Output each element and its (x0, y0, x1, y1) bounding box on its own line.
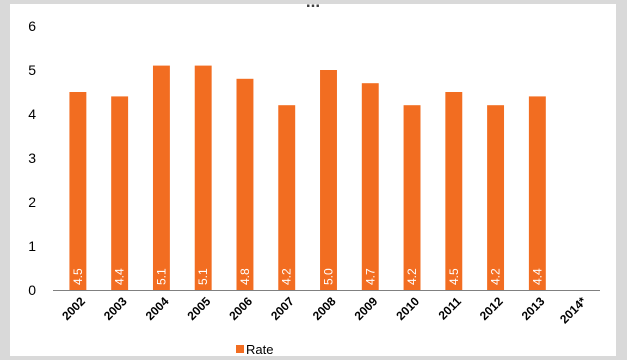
bar-2003 (111, 96, 129, 291)
legend-swatch (236, 345, 244, 353)
x-tick-label: 2009 (352, 294, 381, 323)
legend-label-rate: Rate (246, 342, 273, 356)
bar-2007 (278, 105, 296, 290)
x-tick-label: 2003 (101, 294, 130, 323)
bar-2004 (152, 65, 170, 290)
x-tick-label: 2010 (393, 294, 422, 323)
bar-2005 (194, 65, 212, 290)
data-label: 4.5 (71, 268, 85, 285)
data-label: 5.1 (196, 268, 210, 285)
bar-2002 (69, 92, 87, 290)
x-tick-label: 2013 (519, 294, 548, 323)
bar-2006 (236, 78, 254, 290)
x-axis-ticks: 2002 2003 2004 2005 2006 2007 2008 2009 2010 2011… (59, 294, 589, 326)
y-tick-label: 0 (28, 282, 36, 298)
bar-2009 (361, 83, 379, 290)
x-tick-label: 2004 (143, 294, 172, 323)
bar-2012 (487, 105, 505, 290)
y-tick-label: 5 (28, 62, 36, 78)
data-label: 4.7 (363, 268, 377, 285)
data-label: 5.1 (154, 268, 168, 285)
data-label: 4.2 (405, 268, 419, 285)
y-tick-label: 6 (28, 18, 36, 34)
data-label: 4.4 (530, 268, 544, 285)
x-tick-label: 2008 (310, 294, 339, 323)
data-label: 4.2 (489, 268, 503, 285)
x-tick-label: 2014* (557, 294, 589, 326)
bars (69, 65, 546, 291)
data-label: 4.8 (238, 268, 252, 285)
x-tick-label: 2007 (268, 294, 297, 323)
y-axis-ticks: 0 1 2 3 4 5 6 (28, 18, 36, 298)
chart-title: ... (305, 0, 321, 11)
x-tick-label: 2002 (59, 294, 88, 323)
data-label: 4.2 (280, 268, 294, 285)
y-tick-label: 1 (28, 238, 36, 254)
x-tick-label: 2006 (226, 294, 255, 323)
data-label: 5.0 (322, 268, 336, 285)
y-tick-label: 2 (28, 194, 36, 210)
bar-2008 (320, 70, 337, 290)
x-tick-label: 2005 (185, 294, 214, 323)
bar-2013 (528, 96, 546, 291)
x-tick-label: 2012 (477, 294, 506, 323)
bar-2010 (403, 105, 421, 290)
bar-2011 (445, 92, 463, 290)
legend: Rate (236, 342, 273, 356)
y-tick-label: 4 (28, 106, 36, 122)
data-label: 4.5 (447, 268, 461, 285)
data-labels: 4.5 4.4 5.1 5.1 4.8 4.2 5.0 4.7 4.2 4.5 4.2 4.4 (71, 268, 544, 285)
x-tick-label: 2011 (436, 294, 465, 323)
data-label: 4.4 (113, 268, 127, 285)
y-tick-label: 3 (28, 150, 36, 166)
